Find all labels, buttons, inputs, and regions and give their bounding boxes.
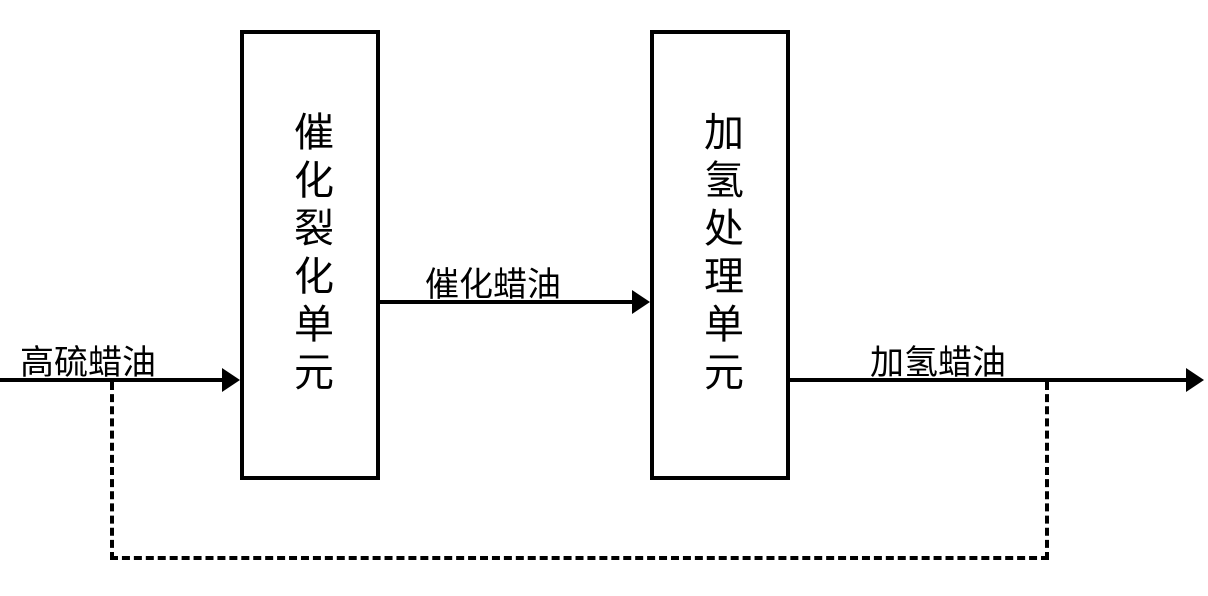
recycle-line-v2 bbox=[110, 382, 114, 560]
process-box-1-label: 催化裂化单元 bbox=[290, 111, 330, 399]
recycle-line-h bbox=[110, 556, 1049, 560]
middle-label: 催化蜡油 bbox=[425, 257, 561, 306]
output-label: 加氢蜡油 bbox=[870, 335, 1006, 384]
output-arrow-head bbox=[1186, 368, 1204, 392]
input-arrow-head bbox=[222, 368, 240, 392]
process-box-2-label: 加氢处理单元 bbox=[700, 111, 740, 399]
process-box-1: 催化裂化单元 bbox=[240, 30, 380, 480]
middle-arrow-head bbox=[632, 290, 650, 314]
process-box-2: 加氢处理单元 bbox=[650, 30, 790, 480]
recycle-line-v1 bbox=[1045, 382, 1049, 560]
input-label: 高硫蜡油 bbox=[20, 335, 156, 384]
